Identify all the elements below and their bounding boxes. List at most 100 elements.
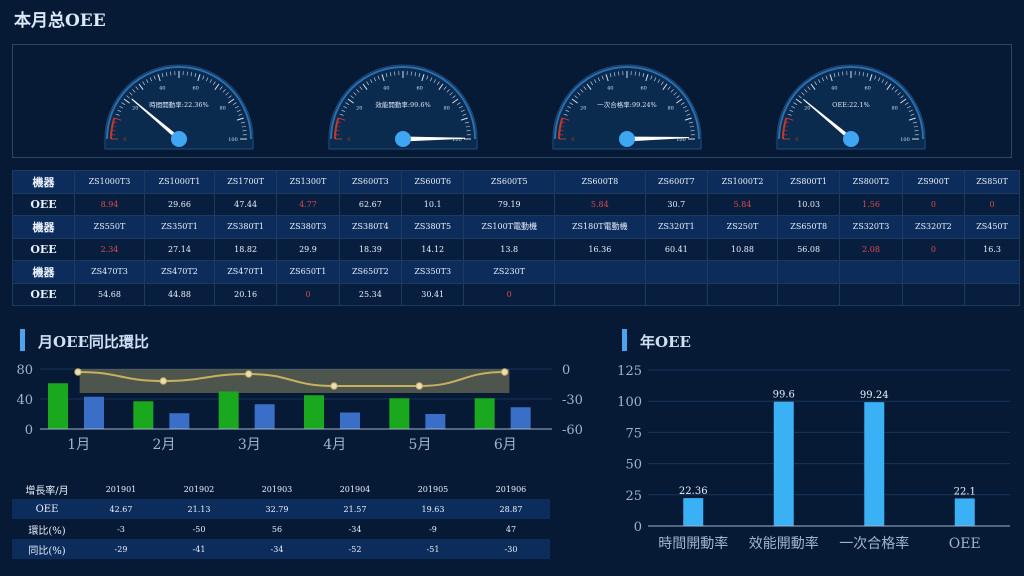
gauge-tick bbox=[810, 83, 816, 90]
oee-header: OEE bbox=[12, 237, 75, 261]
gauge-tick bbox=[642, 73, 645, 78]
gauge-tick bbox=[132, 89, 136, 93]
gauge-tick-label: 60 bbox=[416, 86, 422, 92]
gauge-tick bbox=[394, 71, 396, 76]
gauge-tick bbox=[111, 130, 116, 132]
gauge-tick bbox=[586, 83, 592, 90]
monthly-y-tick-label: 40 bbox=[16, 393, 33, 408]
oee-value-cell: 44.88 bbox=[143, 282, 215, 306]
machine-name-cell: ZS350T3 bbox=[401, 260, 465, 284]
gauge-tick bbox=[345, 102, 350, 105]
gauge-tick bbox=[877, 77, 881, 82]
machine-name-cell: ZS350T1 bbox=[143, 215, 215, 239]
yearly-y-tick-label: 125 bbox=[617, 364, 642, 379]
machine-name-cell: ZS550T bbox=[74, 215, 145, 239]
oee-value-cell: 56.08 bbox=[776, 237, 841, 261]
oee-value-cell: 10.1 bbox=[401, 192, 465, 216]
growth-value-cell: 56 bbox=[271, 524, 283, 534]
gauge-tick bbox=[157, 74, 161, 82]
gauge-tick bbox=[789, 109, 794, 113]
gauge-tick bbox=[590, 81, 593, 86]
growth-row-label: OEE bbox=[12, 499, 82, 519]
yearly-x-tick-label: OEE bbox=[949, 536, 981, 552]
gauge-dial: 0 20 40 60 80 100 效能開動率:99.6% bbox=[328, 64, 478, 150]
gauge-tick-label: 40 bbox=[607, 86, 613, 92]
oee-value-cell: 29.9 bbox=[276, 237, 340, 261]
monthly-x-tick-label: 6月 bbox=[494, 437, 517, 453]
gauge-tick bbox=[914, 130, 919, 132]
yearly-y-tick-label: 75 bbox=[625, 426, 642, 441]
monthly-line-point bbox=[74, 368, 82, 376]
machine-name-cell: ZS1000T1 bbox=[143, 170, 215, 194]
gauge-tick bbox=[684, 117, 692, 121]
gauge-tick bbox=[912, 121, 917, 124]
yearly-section-title: 年OEE bbox=[640, 333, 691, 351]
gauge-rim bbox=[330, 66, 476, 140]
oee-value-cell: 18.82 bbox=[213, 237, 278, 261]
gauge-label: OEE:22.1% bbox=[832, 101, 870, 109]
monthly-x-tick-label: 3月 bbox=[238, 437, 261, 453]
page-title: 本月总OEE bbox=[14, 11, 106, 31]
yearly-bar-value-label: 99.24 bbox=[860, 390, 889, 401]
monthly-line-point bbox=[330, 382, 338, 390]
gauge-tick bbox=[347, 98, 354, 104]
monthly-oee-chart: 0 40 80 0 -30 -60 1月 2月 3月 4月 5月 6月 bbox=[16, 363, 582, 453]
machine-header: 機器 bbox=[12, 170, 75, 194]
machine-name-cell: ZS1700T bbox=[213, 170, 278, 194]
gauge-tick bbox=[569, 102, 574, 105]
machine-row: 機器 ZS470T3 ZS470T2 ZS470T1 ZS650T1 ZS650T2 ZS3… bbox=[12, 260, 1020, 284]
gauge-tick bbox=[563, 113, 568, 116]
gauge-tick bbox=[142, 81, 145, 86]
machine-name-cell: ZS470T3 bbox=[74, 260, 145, 284]
gauge-tick-label: 0 bbox=[795, 137, 798, 143]
gauge-tick bbox=[145, 79, 149, 84]
gauge-tick bbox=[228, 95, 232, 99]
growth-value-cell: 28.87 bbox=[472, 499, 550, 519]
growth-row-label: 環比(%) bbox=[28, 525, 66, 537]
gauge-tick bbox=[161, 73, 164, 78]
gauge-tick bbox=[389, 72, 392, 77]
gauge-tick bbox=[577, 92, 581, 96]
gauge-label: 效能開動率:99.6% bbox=[375, 100, 430, 109]
machine-name-cell: ZS380T1 bbox=[213, 215, 278, 239]
gauge-tick bbox=[214, 83, 220, 90]
gauge-tick bbox=[787, 113, 792, 116]
gauge-tick bbox=[676, 98, 683, 104]
monthly-bar bbox=[84, 396, 104, 429]
gauge-tick bbox=[785, 121, 790, 124]
gauge-tick bbox=[236, 117, 244, 121]
growth-row: OEE 42.67 21.13 32.79 21.57 19.63 28.87 bbox=[12, 499, 550, 519]
gauge-tick-label: 80 bbox=[667, 105, 673, 111]
gauge-tick bbox=[460, 109, 465, 113]
yearly-bar bbox=[773, 401, 794, 526]
gauge-tick bbox=[814, 81, 817, 86]
gauge-tick bbox=[601, 75, 604, 80]
gauge: 0 20 40 60 80 100 時間開動率:22.36% bbox=[99, 59, 259, 155]
growth-header-row: 增長率/月 201901 201902 201903 201904 201905 20190… bbox=[12, 479, 550, 499]
gauge-dial: 0 20 40 60 80 100 OEE:22.1% bbox=[776, 64, 926, 150]
gauge-tick bbox=[638, 72, 641, 77]
gauge-tick bbox=[202, 75, 205, 80]
gauge-tick bbox=[613, 72, 616, 77]
machine-name-cell: ZS1000T3 bbox=[74, 170, 145, 194]
oee-value-cell: 13.8 bbox=[463, 237, 556, 261]
growth-month-cell: 201905 bbox=[417, 484, 449, 494]
gauge-tick-label: 100 bbox=[676, 137, 686, 143]
machine-name-cell: ZS600T7 bbox=[644, 170, 709, 194]
gauge-tick bbox=[676, 95, 680, 99]
oee-value-cell: 20.16 bbox=[213, 282, 278, 306]
gauge-panel: 0 20 40 60 80 100 時間開動率:22.36% 0 20 40 60 80 100 效能開動… bbox=[12, 44, 1012, 158]
gauge-tick bbox=[452, 95, 456, 99]
growth-value-cell: -9 bbox=[429, 524, 437, 534]
gauge-tick bbox=[784, 125, 789, 128]
gauge-tick bbox=[842, 71, 844, 76]
gauge-tick bbox=[793, 102, 798, 105]
growth-value-cell: -29 bbox=[82, 539, 160, 559]
oee-value-cell: 0 bbox=[964, 192, 1020, 216]
gauge-tick bbox=[567, 105, 572, 109]
gauge-tick bbox=[580, 89, 584, 93]
oee-value-cell: 29.66 bbox=[143, 192, 215, 216]
gauge-tick bbox=[117, 109, 122, 113]
machine-name-cell: ZS800T1 bbox=[776, 170, 841, 194]
gauge-tick bbox=[338, 117, 346, 121]
